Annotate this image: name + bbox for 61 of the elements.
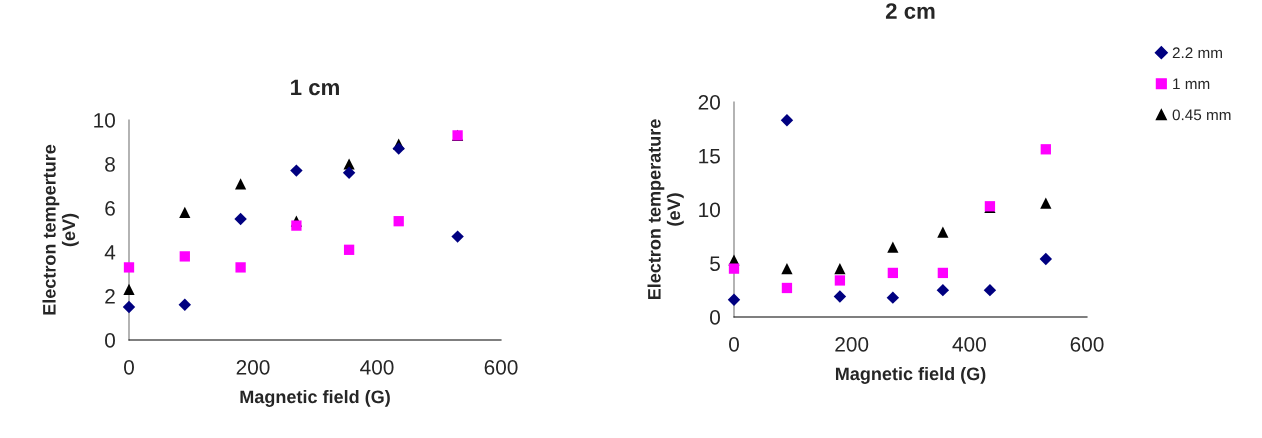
legend-label: 0.45 mm xyxy=(1172,109,1231,121)
legend-label: 2.2 mm xyxy=(1172,47,1222,59)
chart-title: 1 cm xyxy=(291,79,339,96)
point xyxy=(179,206,191,218)
x-tick-label: 200 xyxy=(835,336,869,352)
point xyxy=(936,283,950,297)
y-tick-label: 8 xyxy=(105,157,115,172)
x-tick-label: 400 xyxy=(952,336,986,352)
point xyxy=(1039,252,1053,266)
x-axis-title: Magnetic field (G) xyxy=(240,389,390,407)
y-tick-label: 2 xyxy=(105,289,115,304)
x-tick-label: 0 xyxy=(729,336,739,352)
point xyxy=(937,226,949,238)
x-tick-label: 400 xyxy=(360,359,394,375)
point xyxy=(290,164,303,177)
point xyxy=(235,262,246,273)
x-axis-title: Magnetic field (G) xyxy=(835,366,986,384)
point xyxy=(1040,144,1051,155)
y-tick-label: 10 xyxy=(94,113,115,128)
y-tick-label: 4 xyxy=(104,245,116,260)
x-tick-label: 600 xyxy=(1070,336,1104,352)
point xyxy=(833,290,847,303)
point xyxy=(343,244,355,255)
point xyxy=(179,251,190,262)
point xyxy=(780,114,794,127)
x-tick-label: 600 xyxy=(484,359,518,375)
point xyxy=(781,263,793,275)
y-tick-label: 15 xyxy=(699,148,720,164)
point xyxy=(983,283,997,297)
point xyxy=(1040,197,1052,209)
y-tick-label: 5 xyxy=(710,256,720,271)
y-tick-label: 20 xyxy=(698,95,720,110)
chart-title: 2 cm xyxy=(885,3,935,19)
point xyxy=(937,267,949,279)
point xyxy=(234,212,247,226)
point xyxy=(727,293,741,307)
point xyxy=(123,283,135,295)
x-tick-label: 0 xyxy=(124,359,134,375)
y-tick-label: 10 xyxy=(699,202,720,218)
point xyxy=(235,178,247,190)
point xyxy=(178,298,192,312)
point xyxy=(834,275,846,286)
y-axis-title: Electron temperture (eV) xyxy=(42,144,79,315)
point xyxy=(291,220,302,231)
y-tick-label: 0 xyxy=(710,310,720,325)
point xyxy=(123,262,135,273)
y-axis-title: Electron temperature (eV) xyxy=(647,119,684,300)
point xyxy=(392,142,405,155)
x-tick-label: 200 xyxy=(236,359,270,375)
point xyxy=(886,291,900,304)
point xyxy=(887,267,898,279)
point xyxy=(781,282,793,294)
y-tick-label: 6 xyxy=(105,201,115,216)
point xyxy=(393,216,404,227)
legend-label: 1 mm xyxy=(1173,78,1210,90)
point xyxy=(122,300,136,314)
point xyxy=(728,263,740,274)
point xyxy=(451,230,464,243)
point xyxy=(342,166,356,180)
point xyxy=(887,241,899,253)
point xyxy=(834,263,846,275)
